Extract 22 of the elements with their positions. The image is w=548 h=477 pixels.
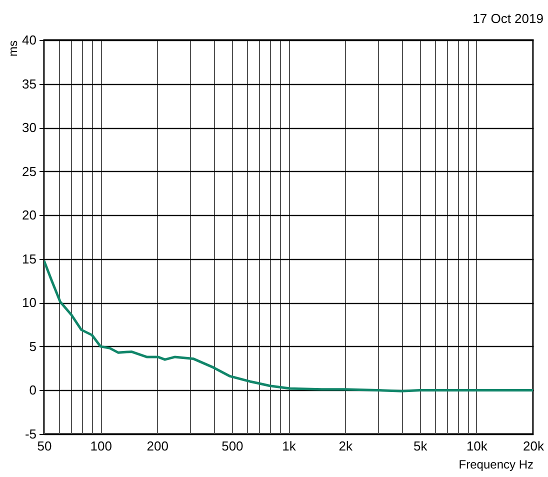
y-tick-label: 0 (29, 382, 36, 398)
y-axis-title: ms (6, 40, 20, 56)
x-tick-label: 5k (413, 438, 428, 454)
y-tick-label: 40 (22, 32, 36, 48)
y-tick-label: -5 (24, 426, 36, 442)
x-tick-label: 1k (282, 438, 296, 454)
y-tick-label: 35 (22, 76, 36, 92)
y-tick-label: 25 (22, 164, 36, 179)
x-tick-label: 2k (338, 438, 353, 454)
x-tick-label: 200 (146, 438, 168, 454)
x-axis-title: Frequency Hz (458, 458, 534, 472)
text: 17 Oct 2019 (472, 11, 544, 26)
y-tick-label: 20 (22, 208, 36, 223)
x-tick-label: 50 (37, 438, 52, 454)
x-tick-label: 100 (90, 438, 112, 454)
x-tick-label: 500 (222, 438, 244, 454)
y-tick-label: 30 (22, 120, 36, 136)
y-tick-label: 10 (22, 295, 36, 310)
y-tick-label: 5 (29, 338, 36, 354)
x-tick-label: 20k (523, 438, 544, 454)
x-tick-label: 10k (466, 438, 488, 454)
y-tick-label: 15 (22, 251, 36, 266)
